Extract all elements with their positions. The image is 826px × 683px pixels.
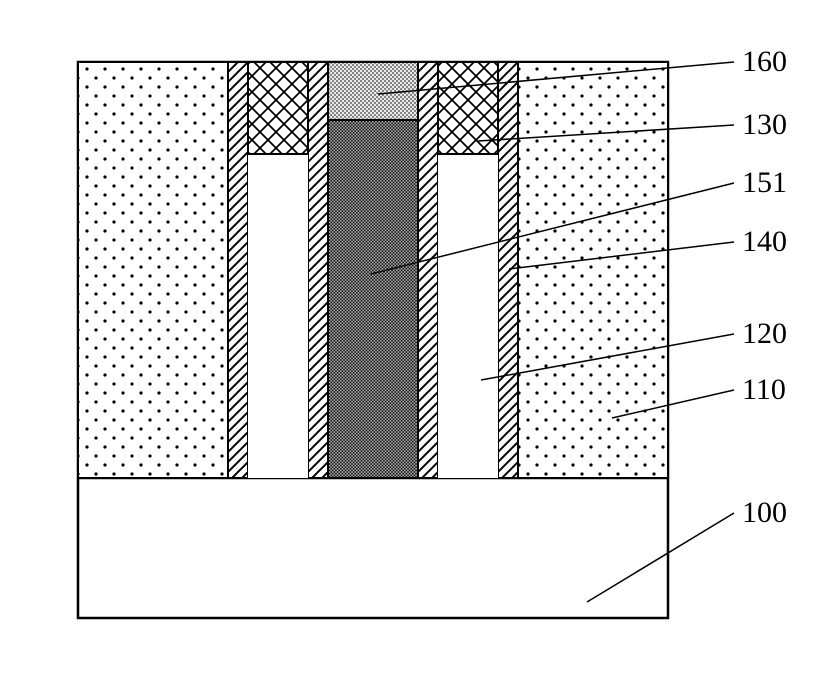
region-151 [328, 120, 418, 478]
label-110: 110 [742, 373, 786, 407]
region-140-strip-2 [308, 62, 328, 478]
region-140-strip-4 [498, 62, 518, 478]
region-140-strip-3 [418, 62, 438, 478]
label-160: 160 [742, 45, 787, 79]
label-120: 120 [742, 317, 787, 351]
cross-section-svg [20, 20, 826, 663]
region-130-left [248, 62, 308, 154]
diagram-container: 160 130 151 140 120 110 100 [20, 20, 826, 663]
region-120-left [248, 154, 308, 478]
region-110-right [518, 62, 668, 478]
label-140: 140 [742, 225, 787, 259]
region-120-right [438, 154, 498, 478]
label-100: 100 [742, 496, 787, 530]
region-140-strip-1 [228, 62, 248, 478]
region-110-left [78, 62, 228, 478]
label-130: 130 [742, 108, 787, 142]
label-151: 151 [742, 166, 787, 200]
